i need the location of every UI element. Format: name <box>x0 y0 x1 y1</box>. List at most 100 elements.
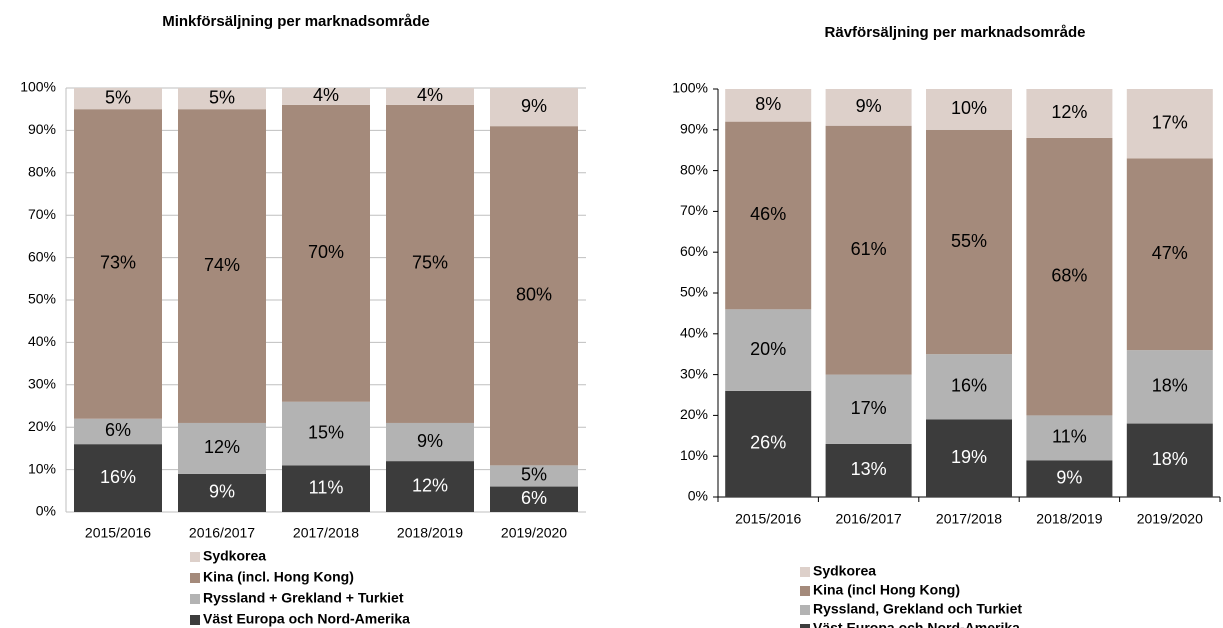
y-tick-label: 0% <box>688 488 708 504</box>
value-label: 47% <box>1152 243 1188 263</box>
value-label: 20% <box>750 339 786 359</box>
value-label: 73% <box>100 253 136 273</box>
legend-swatch <box>190 594 200 604</box>
value-label: 12% <box>412 475 448 495</box>
value-label: 5% <box>105 87 131 107</box>
value-label: 9% <box>521 96 547 116</box>
x-tick-label: 2017/2018 <box>936 511 1002 527</box>
y-tick-label: 50% <box>28 291 56 307</box>
y-tick-label: 60% <box>680 243 708 259</box>
legend-label: Väst Europa och Nord-Amerika <box>203 611 410 627</box>
bar-segment <box>178 109 266 423</box>
bar-segment <box>1026 89 1113 138</box>
x-tick-label: 2017/2018 <box>293 525 359 541</box>
bar-segment <box>282 104 370 402</box>
value-label: 16% <box>951 376 987 396</box>
value-label: 11% <box>309 477 344 497</box>
bar-segment <box>282 88 370 105</box>
value-label: 9% <box>856 96 882 116</box>
legend-label: Ryssland + Grekland + Turkiet <box>203 590 404 606</box>
value-label: 9% <box>417 431 443 451</box>
bar-segment <box>1126 89 1213 159</box>
legend-label: Väst Europa och Nord-Amerika <box>813 620 1020 628</box>
value-label: 8% <box>755 94 781 114</box>
chart-title: Rävförsäljning per marknadsområde <box>825 24 1086 41</box>
bar-segment <box>1126 158 1213 351</box>
value-label: 12% <box>1051 102 1087 122</box>
bar-segment <box>926 419 1012 497</box>
legend-swatch <box>190 552 200 562</box>
y-tick-label: 40% <box>28 333 56 349</box>
value-label: 68% <box>1051 265 1087 285</box>
value-label: 4% <box>417 85 443 105</box>
bar-segment <box>1126 350 1213 424</box>
legend-label: Kina (incl Hong Kong) <box>813 582 960 598</box>
y-tick-label: 40% <box>680 325 708 341</box>
y-tick-label: 50% <box>680 284 708 300</box>
value-label: 5% <box>209 87 235 107</box>
value-label: 16% <box>100 467 136 487</box>
y-tick-label: 90% <box>680 121 708 137</box>
value-label: 70% <box>308 242 344 262</box>
value-label: 12% <box>204 437 240 457</box>
value-label: 15% <box>308 422 344 442</box>
bar-segment <box>74 88 162 110</box>
legend-label: Sydkorea <box>813 563 876 579</box>
bar-segment <box>282 401 370 466</box>
value-label: 61% <box>851 239 887 259</box>
bar-segment <box>1026 460 1113 497</box>
bar-segment <box>178 473 266 512</box>
y-tick-label: 10% <box>28 460 56 476</box>
chart-title: Minkförsäljning per marknadsområde <box>162 13 430 30</box>
legend-swatch <box>800 605 810 615</box>
legend-label: Sydkorea <box>203 548 266 564</box>
value-label: 6% <box>521 488 547 508</box>
bar-segment <box>825 125 912 375</box>
value-label: 9% <box>1056 467 1082 487</box>
bar-segment <box>1026 415 1113 461</box>
bar-segment <box>386 461 474 512</box>
value-label: 17% <box>1152 112 1188 132</box>
bar-segment <box>178 422 266 474</box>
legend-swatch <box>800 586 810 596</box>
y-tick-label: 100% <box>20 79 56 95</box>
bar-segment <box>926 354 1012 420</box>
y-tick-label: 70% <box>28 206 56 222</box>
value-label: 6% <box>105 420 131 440</box>
bar-segment <box>74 418 162 445</box>
x-tick-label: 2016/2017 <box>836 511 902 527</box>
y-tick-label: 100% <box>672 80 708 96</box>
bar-segment <box>825 443 912 497</box>
value-label: 46% <box>750 204 786 224</box>
value-label: 75% <box>412 253 448 273</box>
value-label: 18% <box>1152 376 1188 396</box>
value-label: 80% <box>516 285 552 305</box>
x-tick-label: 2018/2019 <box>1036 511 1102 527</box>
y-tick-label: 80% <box>28 164 56 180</box>
y-tick-label: 30% <box>680 365 708 381</box>
legend-label: Kina (incl. Hong Kong) <box>203 569 354 585</box>
bar-segment <box>725 121 812 310</box>
value-label: 4% <box>313 85 339 105</box>
legend-swatch <box>190 615 200 625</box>
bar-segment <box>725 309 812 391</box>
y-tick-label: 30% <box>28 376 56 392</box>
bar-segment <box>725 390 812 497</box>
legend-swatch <box>800 567 810 577</box>
x-tick-label: 2019/2020 <box>501 525 567 541</box>
bar-segment <box>1026 137 1113 416</box>
bar-segment <box>490 88 578 127</box>
x-tick-label: 2018/2019 <box>397 525 463 541</box>
y-tick-label: 20% <box>680 406 708 422</box>
legend-swatch <box>190 573 200 583</box>
value-label: 11% <box>1052 427 1087 447</box>
y-tick-label: 90% <box>28 121 56 137</box>
bar-segment <box>386 422 474 462</box>
value-label: 74% <box>204 255 240 275</box>
x-tick-label: 2019/2020 <box>1137 511 1203 527</box>
bar-segment <box>926 129 1012 355</box>
value-label: 17% <box>851 398 887 418</box>
bar-segment <box>825 89 912 126</box>
